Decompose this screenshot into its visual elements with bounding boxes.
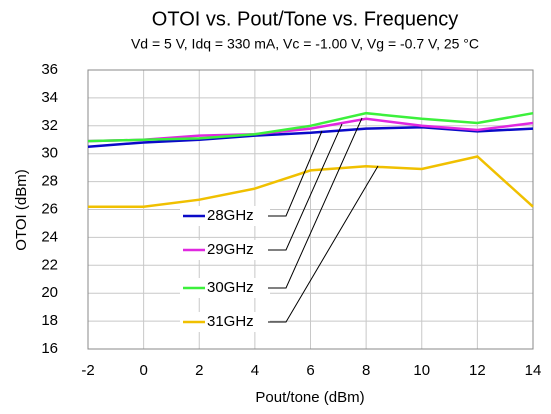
x-tick-label: 0 <box>139 362 147 379</box>
chart-subtitle: Vd = 5 V, Idq = 330 mA, Vc = -1.00 V, Vg… <box>131 36 479 52</box>
series-line <box>87 125 534 148</box>
x-tick-label: 2 <box>195 362 203 379</box>
x-tick-label: -2 <box>81 362 94 379</box>
x-axis-label: Pout/tone (dBm) <box>255 389 364 406</box>
x-tick-label: 10 <box>413 362 430 379</box>
y-tick-label: 26 <box>41 200 58 217</box>
y-tick-label: 36 <box>41 61 58 78</box>
x-tick-label: 4 <box>251 362 259 379</box>
legend-bg <box>180 278 270 298</box>
series-line <box>88 155 534 208</box>
leader-line <box>268 130 323 217</box>
y-axis-label: OTOI (dBm) <box>13 169 30 250</box>
x-tick-label: 6 <box>306 362 314 379</box>
y-tick-label: 16 <box>41 340 58 357</box>
leader-line <box>268 123 343 251</box>
x-tick-label: 14 <box>525 362 542 379</box>
leader-line <box>268 165 379 323</box>
legend-bg <box>180 240 270 260</box>
series-line <box>87 111 534 143</box>
legend-label: 28GHz <box>207 207 254 224</box>
x-tick-label: 8 <box>362 362 370 379</box>
y-tick-label: 32 <box>41 117 58 134</box>
legend-bg <box>180 312 270 332</box>
x-tick-label: 12 <box>469 362 486 379</box>
y-tick-label: 28 <box>41 173 58 190</box>
legend-bg <box>180 206 270 226</box>
y-tick-label: 34 <box>41 89 58 106</box>
y-tick-label: 30 <box>41 145 58 162</box>
legend-label: 30GHz <box>207 279 254 296</box>
leader-line <box>268 117 363 289</box>
plot-border <box>87 69 534 350</box>
legend-label: 29GHz <box>207 241 254 258</box>
y-tick-label: 18 <box>41 312 58 329</box>
chart-title: OTOI vs. Pout/Tone vs. Frequency <box>152 8 458 30</box>
y-tick-label: 20 <box>41 284 58 301</box>
y-tick-label: 22 <box>41 256 58 273</box>
y-tick-label: 24 <box>41 228 58 245</box>
legend-label: 31GHz <box>207 313 254 330</box>
